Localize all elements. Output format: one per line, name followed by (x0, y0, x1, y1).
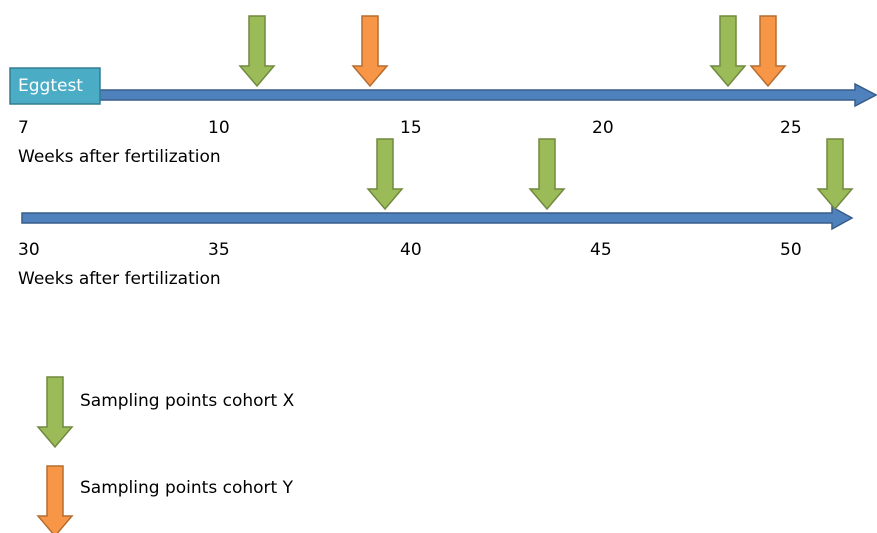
legend-label: Sampling points cohort Y (80, 478, 294, 498)
tick-label: 30 (18, 240, 40, 260)
timeline-arrow (21, 205, 854, 231)
legend-arrow-x (37, 376, 73, 448)
arrow-x (529, 138, 565, 210)
tick-label: 15 (400, 118, 422, 138)
tick-label: 7 (18, 118, 29, 138)
axis-label: Weeks after fertilization (18, 269, 221, 289)
tick-label: 50 (780, 240, 802, 260)
legend-label: Sampling points cohort X (80, 391, 295, 411)
tick-label: 10 (208, 118, 230, 138)
legend-arrow-y (37, 465, 73, 533)
tick-label: 35 (208, 240, 230, 260)
arrow-x (817, 138, 853, 210)
arrow-y (352, 15, 388, 87)
eggtest-box (9, 67, 101, 105)
timeline-arrow (19, 82, 877, 108)
arrow-x (239, 15, 275, 87)
arrow-y (750, 15, 786, 87)
tick-label: 45 (590, 240, 612, 260)
arrow-x (367, 138, 403, 210)
tick-label: 40 (400, 240, 422, 260)
arrow-x (710, 15, 746, 87)
tick-label: 20 (592, 118, 614, 138)
tick-label: 25 (780, 118, 802, 138)
axis-label: Weeks after fertilization (18, 147, 221, 167)
eggtest-label: Eggtest (18, 76, 83, 96)
